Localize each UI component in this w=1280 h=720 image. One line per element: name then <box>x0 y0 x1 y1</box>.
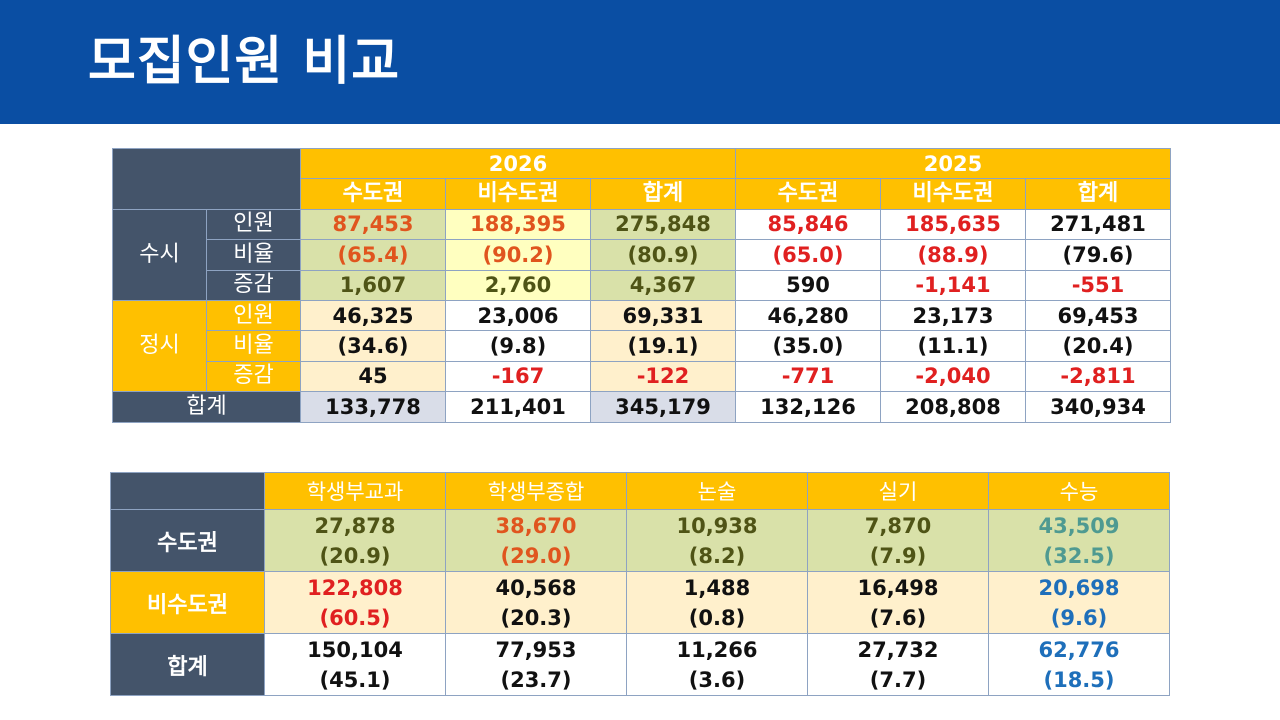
table-cell: 62,776 (18.5) <box>988 633 1170 696</box>
table-cell: 1,607 <box>300 269 446 301</box>
row-label: 인원 <box>206 299 301 332</box>
region-header: 수도권 <box>735 178 881 210</box>
table-cell: -167 <box>445 360 591 393</box>
table-cell: 150,104 (45.1) <box>264 633 446 696</box>
group-label-susi: 수시 <box>112 208 207 301</box>
region-header: 수도권 <box>300 178 446 210</box>
table-cell: 20,698 (9.6) <box>988 571 1170 634</box>
table-cell: 27,878 (20.9) <box>264 509 446 572</box>
row-label: 증감 <box>206 360 301 393</box>
table-cell: 43,509 (32.5) <box>988 509 1170 572</box>
table-cell: (65.0) <box>735 239 881 271</box>
table-cell: 69,453 <box>1025 299 1171 332</box>
table-cell: 1,488 (0.8) <box>626 571 808 634</box>
table-cell: -122 <box>590 360 736 393</box>
table-cell: 40,568 (20.3) <box>445 571 627 634</box>
admission-type-table: 학생부교과 학생부종합 논술 실기 수능 수도권 27,878 (20.9) 38… <box>110 472 1170 696</box>
table-cell: 46,325 <box>300 299 446 332</box>
title-bar: 모집인원 비교 <box>0 0 1280 124</box>
table-cell: (11.1) <box>880 330 1026 362</box>
table-cell: 23,173 <box>880 299 1026 332</box>
table-cell: 23,006 <box>445 299 591 332</box>
table-cell: 185,635 <box>880 208 1026 241</box>
row-label: 인원 <box>206 208 301 241</box>
region-header: 합계 <box>590 178 736 210</box>
group-label-jeongsi: 정시 <box>112 299 207 393</box>
type-header: 학생부교과 <box>264 472 446 510</box>
table-cell: 122,808 (60.5) <box>264 571 446 634</box>
table-cell: 11,266 (3.6) <box>626 633 808 696</box>
table-cell: 45 <box>300 360 446 393</box>
table-cell: 133,778 <box>300 391 446 423</box>
table-cell: 69,331 <box>590 299 736 332</box>
table-cell: 188,395 <box>445 208 591 241</box>
table-corner <box>112 148 301 210</box>
row-label: 증감 <box>206 269 301 301</box>
table-cell: 211,401 <box>445 391 591 423</box>
table-cell: 27,732 (7.7) <box>807 633 989 696</box>
recruitment-comparison-table: 2026 2025 수도권 비수도권 합계 수도권 비수도권 합계 수시 인원 … <box>112 147 1171 423</box>
row-label: 비율 <box>206 330 301 362</box>
region-header: 비수도권 <box>445 178 591 210</box>
table-cell: 2,760 <box>445 269 591 301</box>
table-cell: 271,481 <box>1025 208 1171 241</box>
type-header: 학생부종합 <box>445 472 627 510</box>
table-cell: 7,870 (7.9) <box>807 509 989 572</box>
table-cell: (80.9) <box>590 239 736 271</box>
page-title: 모집인원 비교 <box>88 32 401 92</box>
table-cell: -1,141 <box>880 269 1026 301</box>
table-cell: -2,811 <box>1025 360 1171 393</box>
total-label: 합계 <box>112 391 301 423</box>
table-cell: 345,179 <box>590 391 736 423</box>
table-cell: (19.1) <box>590 330 736 362</box>
table-cell: (20.4) <box>1025 330 1171 362</box>
table-cell: 16,498 (7.6) <box>807 571 989 634</box>
table-cell: 10,938 (8.2) <box>626 509 808 572</box>
table-cell: 275,848 <box>590 208 736 241</box>
table-cell: (9.8) <box>445 330 591 362</box>
row-label: 비율 <box>206 239 301 271</box>
table-cell: 590 <box>735 269 881 301</box>
table-cell: (35.0) <box>735 330 881 362</box>
table-cell: 132,126 <box>735 391 881 423</box>
type-header: 실기 <box>807 472 989 510</box>
table-cell: (90.2) <box>445 239 591 271</box>
table-corner <box>110 472 265 510</box>
year-header-2025: 2025 <box>735 147 1171 180</box>
type-header: 수능 <box>988 472 1170 510</box>
table-cell: 87,453 <box>300 208 446 241</box>
row-label-capital: 수도권 <box>110 509 265 572</box>
table-cell: 46,280 <box>735 299 881 332</box>
row-label-total: 합계 <box>110 633 265 696</box>
table-cell: (88.9) <box>880 239 1026 271</box>
table-cell: 208,808 <box>880 391 1026 423</box>
table-cell: (34.6) <box>300 330 446 362</box>
table-cell: 38,670 (29.0) <box>445 509 627 572</box>
table-cell: -551 <box>1025 269 1171 301</box>
table-cell: 77,953 (23.7) <box>445 633 627 696</box>
table-cell: 340,934 <box>1025 391 1171 423</box>
table-cell: 4,367 <box>590 269 736 301</box>
table-cell: (65.4) <box>300 239 446 271</box>
row-label-non-capital: 비수도권 <box>110 571 265 634</box>
year-header-2026: 2026 <box>300 147 736 180</box>
region-header: 비수도권 <box>880 178 1026 210</box>
type-header: 논술 <box>626 472 808 510</box>
table-cell: -771 <box>735 360 881 393</box>
region-header: 합계 <box>1025 178 1171 210</box>
table-cell: (79.6) <box>1025 239 1171 271</box>
table-cell: 85,846 <box>735 208 881 241</box>
table-cell: -2,040 <box>880 360 1026 393</box>
